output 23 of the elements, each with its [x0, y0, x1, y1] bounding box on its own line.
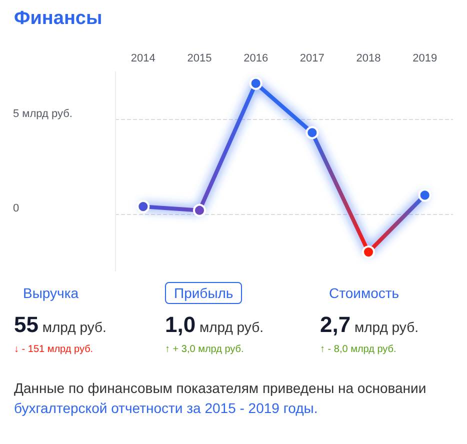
text: 1,0 — [165, 312, 196, 337]
text: Стоимость — [328, 284, 400, 303]
x-tick-label: 2015 — [187, 52, 212, 64]
x-tick-label: 2018 — [356, 52, 381, 64]
text: млрд руб. — [198, 319, 264, 335]
text: Выручка — [22, 284, 80, 303]
text: 2,7 — [320, 312, 351, 337]
text: млрд руб. — [353, 319, 418, 335]
text: млрд руб. — [41, 319, 106, 335]
text: бухгалтерской отчетности за 2015 - 2019 годы. — [14, 400, 318, 416]
text: Данные по финансовым показателям приведены на основании — [14, 380, 426, 396]
text: 55 — [14, 312, 38, 337]
text: Прибыль — [165, 282, 242, 304]
text: ↓ - 151 млрд руб. — [14, 344, 94, 355]
text: ↑ - 8,0 млрд руб. — [320, 344, 398, 355]
chart-title: Финансы — [14, 8, 102, 30]
x-tick-label: 2016 — [244, 52, 268, 64]
x-tick-label: 2017 — [300, 52, 324, 64]
x-tick-label: 2014 — [130, 52, 156, 64]
y-tick-label: 5 млрд руб. — [13, 108, 72, 120]
x-tick-label: 2019 — [412, 52, 438, 64]
y-tick-label: 0 — [13, 202, 20, 215]
text: ↑ + 3,0 млрд руб. — [165, 344, 245, 355]
